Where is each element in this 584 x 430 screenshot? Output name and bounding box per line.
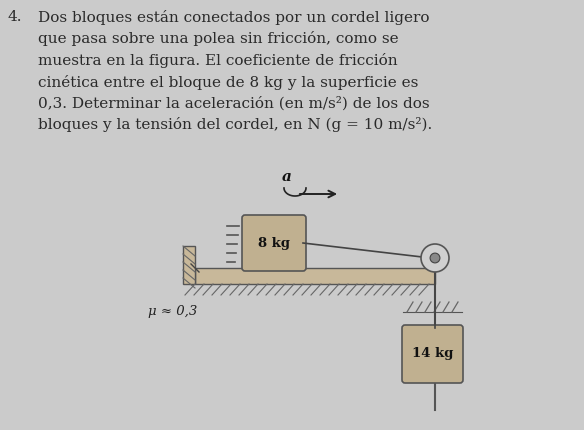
FancyBboxPatch shape — [242, 215, 306, 271]
Text: 0,3. Determinar la aceleración (en m/s²) de los dos: 0,3. Determinar la aceleración (en m/s²)… — [38, 96, 430, 111]
Text: a: a — [282, 170, 292, 184]
Text: μ ≈ 0,3: μ ≈ 0,3 — [148, 305, 197, 319]
Text: cinética entre el bloque de 8 kg y la superficie es: cinética entre el bloque de 8 kg y la su… — [38, 74, 418, 89]
Bar — [183, 246, 195, 284]
Text: Dos bloques están conectados por un cordel ligero: Dos bloques están conectados por un cord… — [38, 10, 429, 25]
Text: que pasa sobre una polea sin fricción, como se: que pasa sobre una polea sin fricción, c… — [38, 31, 399, 46]
Circle shape — [421, 244, 449, 272]
Bar — [195, 268, 435, 284]
Text: bloques y la tensión del cordel, en N (g = 10 m/s²).: bloques y la tensión del cordel, en N (g… — [38, 117, 432, 132]
Circle shape — [430, 253, 440, 263]
Text: muestra en la figura. El coeficiente de fricción: muestra en la figura. El coeficiente de … — [38, 53, 398, 68]
Text: 14 kg: 14 kg — [412, 347, 453, 360]
Text: 4.: 4. — [8, 10, 23, 24]
FancyBboxPatch shape — [402, 325, 463, 383]
Text: 8 kg: 8 kg — [258, 237, 290, 249]
